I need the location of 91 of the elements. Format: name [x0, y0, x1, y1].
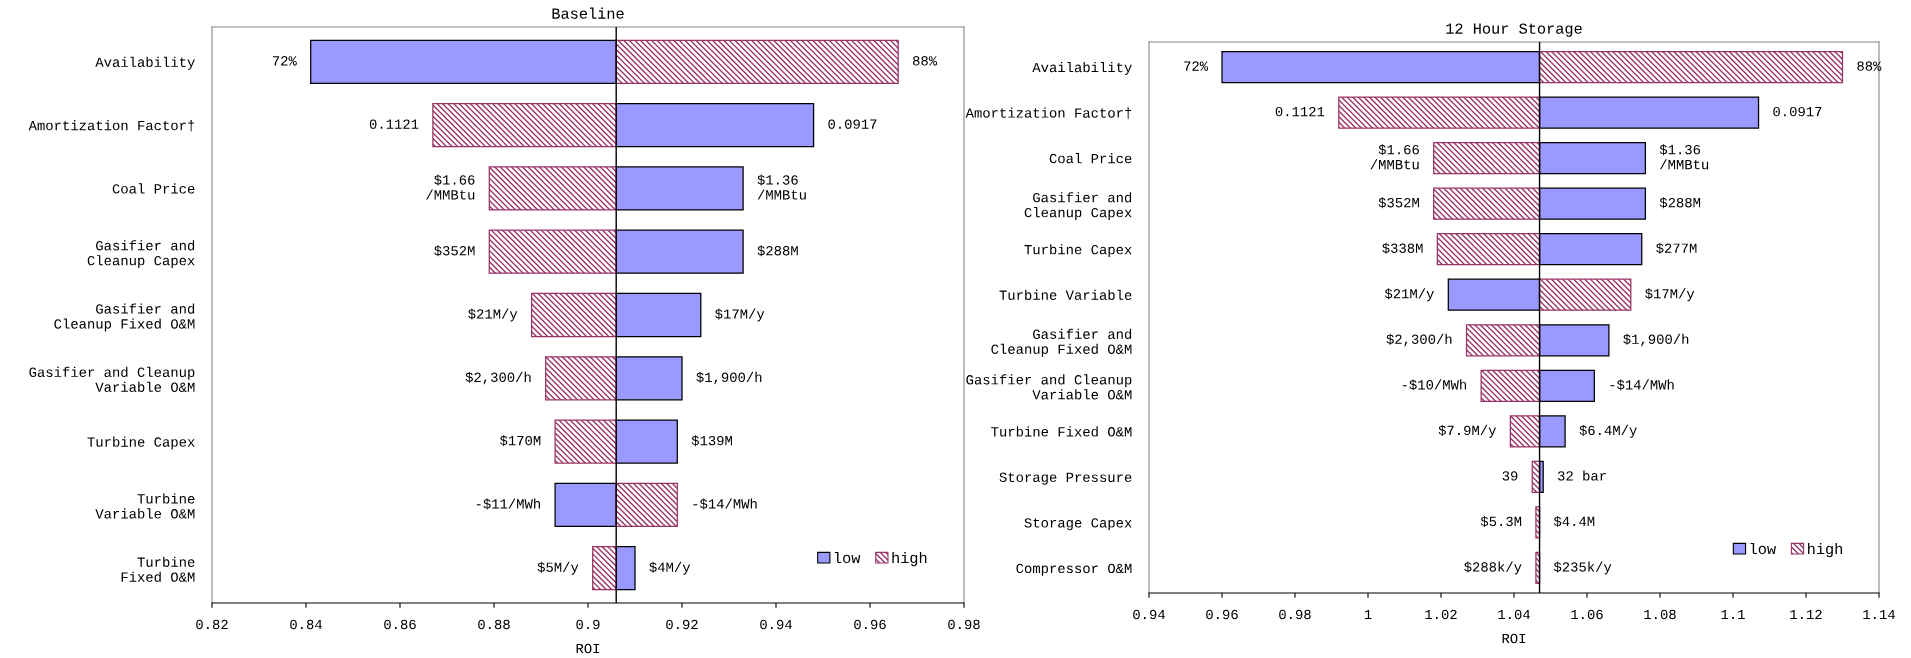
- annotation: 72%: [1184, 61, 1209, 71]
- y-tick-label: Availability: [95, 56, 195, 70]
- annotation: 88%: [912, 56, 938, 66]
- annotation: 0.0917: [828, 119, 877, 129]
- x-tick-label: 0.88: [478, 619, 510, 630]
- x-tick-label: 0.96: [854, 619, 886, 630]
- y-tick-label: Compressor O&M: [1016, 563, 1132, 576]
- annotation: $338M: [1382, 242, 1423, 254]
- x-tick-label: 1.1: [1721, 609, 1745, 620]
- annotation: $1.66 /MMBtu: [426, 174, 475, 200]
- y-tick-label: Turbine Fixed O&M: [991, 426, 1132, 437]
- annotation: $5M/y: [537, 561, 579, 575]
- annotation: $5.3M: [1480, 516, 1522, 527]
- x-tick-label: 0.84: [290, 619, 322, 630]
- y-tick-label: Amortization Factor†: [28, 120, 195, 132]
- annotation: 88%: [1857, 61, 1882, 71]
- x-tick-label: 0.94: [1133, 609, 1165, 620]
- x-tick-label: 1.04: [1498, 609, 1530, 620]
- y-tick-label: Turbine Capex: [87, 436, 195, 450]
- annotation: $1,900/h: [1623, 333, 1689, 347]
- annotation: $352M: [434, 245, 475, 257]
- y-tick-label: Availability: [1032, 62, 1132, 75]
- y-tick-label: Coal Price: [112, 183, 195, 194]
- y-tick-label: Gasifier and Cleanup Capex: [87, 240, 195, 269]
- x-tick-label: 1.02: [1425, 609, 1457, 620]
- annotation: 72%: [272, 56, 297, 66]
- y-tick-label: Turbine Capex: [1024, 244, 1132, 258]
- annotation: $288M: [1659, 197, 1701, 209]
- y-tick-label: Gasifier and Cleanup Variable O&M: [29, 366, 195, 392]
- y-tick-label: Gasifier and Cleanup Fixed O&M: [54, 303, 195, 332]
- x-tick-label: 0.9: [576, 619, 600, 630]
- annotation: 39: [1502, 471, 1518, 481]
- annotation: -$10/MWh: [1402, 379, 1467, 391]
- annotation: 0.0917: [1773, 106, 1822, 117]
- annotation: $4.4M: [1553, 516, 1595, 527]
- annotation: $1.36 /MMBtu: [1659, 144, 1709, 170]
- x-tick-label: 1: [1364, 609, 1372, 620]
- annotation: $288M: [757, 245, 798, 257]
- annotation: -$14/MWh: [1610, 379, 1674, 391]
- y-tick-label: Coal Price: [1049, 153, 1132, 164]
- annotation: $17M/y: [715, 308, 765, 322]
- annotation: $1.66 /MMBtu: [1370, 144, 1419, 170]
- annotation: $6.4M/y: [1579, 424, 1637, 438]
- annotation: $139M: [691, 435, 732, 447]
- annotation: -$14/MWh: [693, 498, 757, 510]
- annotation: 0.1121: [1275, 106, 1325, 117]
- annotation: 32 bar: [1557, 470, 1606, 481]
- x-tick-label: 0.82: [196, 619, 228, 630]
- y-tick-label: Turbine Fixed O&M: [121, 556, 195, 582]
- legend-label: high: [1808, 542, 1842, 558]
- y-tick-label: Turbine Variable: [999, 289, 1132, 300]
- x-tick-label: 1.14: [1863, 609, 1895, 620]
- y-tick-label: Gasifier and Cleanup Variable O&M: [966, 374, 1132, 400]
- annotation: -$11/MWh: [476, 498, 540, 510]
- annotation: $235k/y: [1553, 561, 1612, 575]
- legend-label: low: [834, 551, 861, 564]
- annotation: $1.36 /MMBtu: [757, 174, 806, 200]
- x-tick-label: 1.06: [1571, 609, 1603, 620]
- chart-title: 12 Hour Storage: [1446, 23, 1582, 37]
- annotation: $1,900/h: [696, 371, 762, 385]
- annotation: 0.1121: [369, 119, 419, 129]
- annotation: $277M: [1656, 242, 1697, 254]
- annotation: $21M/y: [468, 308, 518, 322]
- x-axis-title: ROI: [576, 643, 600, 654]
- y-tick-label: Gasifier and Cleanup Fixed O&M: [991, 328, 1132, 357]
- x-tick-label: 0.98: [948, 619, 980, 630]
- x-tick-label: 0.94: [760, 619, 792, 630]
- annotation: $288k/y: [1464, 561, 1522, 575]
- x-tick-label: 0.86: [384, 619, 416, 630]
- annotation: $170M: [499, 435, 541, 447]
- y-tick-label: Gasifier and Cleanup Capex: [1024, 192, 1132, 221]
- x-tick-label: 0.92: [666, 619, 698, 630]
- legend-label: high: [892, 551, 927, 567]
- x-tick-label: 0.98: [1279, 609, 1311, 620]
- annotation: $2,300/h: [1386, 333, 1452, 347]
- y-tick-label: Amortization Factor†: [965, 107, 1132, 120]
- legend-label: low: [1750, 542, 1776, 555]
- annotation: $352M: [1378, 197, 1419, 209]
- annotation: $7.9M/y: [1438, 424, 1496, 438]
- x-tick-label: 0.96: [1206, 609, 1238, 620]
- y-tick-label: Turbine Variable O&M: [95, 493, 195, 519]
- annotation: $17M/y: [1645, 288, 1695, 302]
- annotation: $4M/y: [649, 561, 691, 575]
- y-tick-label: Storage Pressure: [999, 472, 1132, 485]
- annotation: $21M/y: [1384, 288, 1434, 302]
- chart-title: Baseline: [552, 7, 624, 19]
- x-axis-title: ROI: [1502, 633, 1526, 644]
- x-tick-label: 1.08: [1644, 609, 1676, 620]
- x-tick-label: 1.12: [1790, 609, 1822, 620]
- annotation: $2,300/h: [465, 371, 531, 385]
- y-tick-label: Storage Capex: [1024, 518, 1132, 531]
